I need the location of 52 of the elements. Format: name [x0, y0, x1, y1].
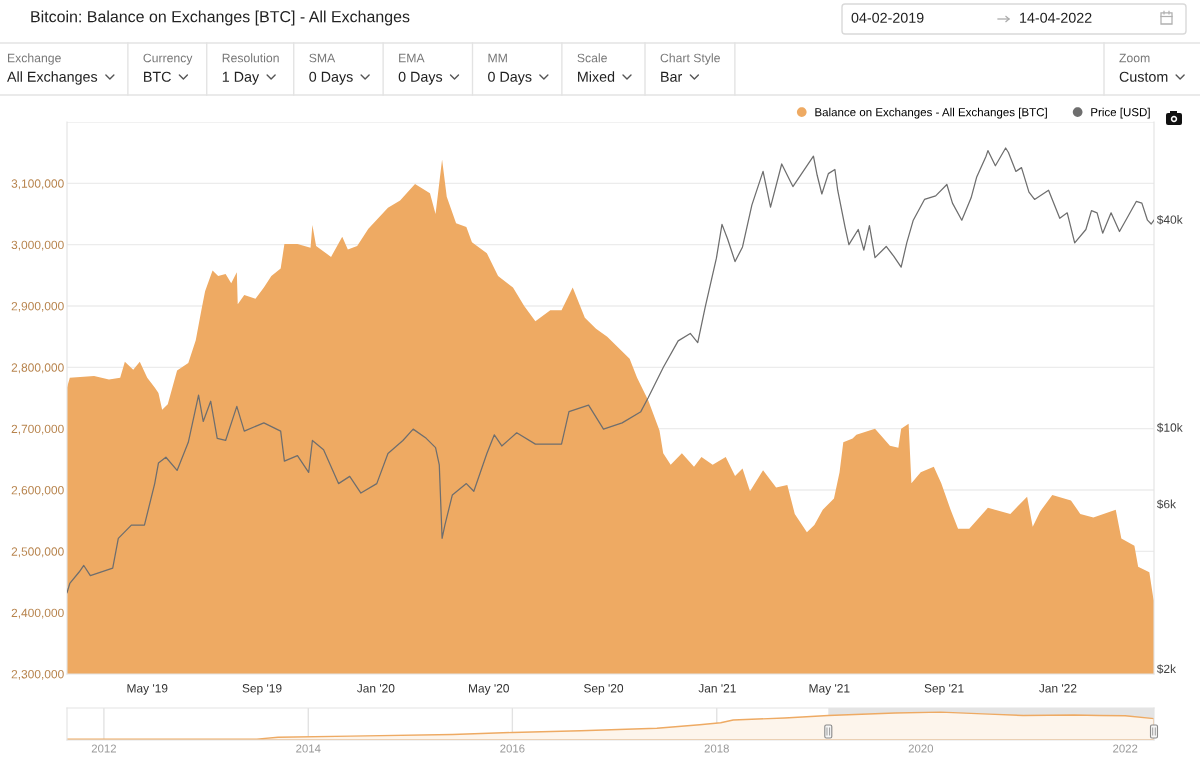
text: Bar	[661, 71, 683, 82]
text: Chart Style	[660, 53, 720, 65]
x-tick-label: Sep '21	[924, 684, 964, 695]
y2-tick-label: $6k	[1156, 499, 1177, 510]
x-tick-label: Jan '20	[356, 684, 395, 693]
text: Mixed	[578, 71, 615, 82]
text: 04-02-2019	[851, 12, 924, 23]
x-tick-label: 2020	[908, 744, 934, 753]
y-tick-label: 2,700,000	[11, 424, 64, 435]
text: Scale	[577, 53, 607, 63]
x-tick-label: 2018	[704, 744, 729, 753]
x-tick-label: May '21	[809, 684, 850, 695]
text: MM	[488, 53, 507, 63]
text: 1 Day	[222, 71, 260, 85]
y-tick-label: 2,900,000	[11, 301, 64, 312]
text: Zoom	[1119, 53, 1150, 63]
text: BTC	[144, 71, 171, 82]
x-tick-label: 2012	[91, 744, 116, 753]
y2-tick-label: $40k	[1156, 214, 1183, 225]
x-tick-label: May '20	[468, 684, 509, 695]
text: Custom	[1119, 71, 1168, 82]
x-tick-label: 2014	[296, 744, 321, 753]
x-tick-label: 2016	[500, 744, 525, 753]
x-tick-label: May '19	[127, 684, 168, 695]
x-tick-label: Jan '21	[698, 684, 736, 693]
x-tick-label: Sep '19	[242, 684, 282, 695]
y-tick-label: 2,500,000	[11, 547, 64, 558]
y-tick-label: 3,000,000	[11, 240, 64, 251]
text: All Exchanges	[7, 71, 98, 85]
legend-label: Balance on Exchanges - All Exchanges [BTC]	[815, 107, 1047, 119]
text: SMA	[309, 53, 336, 63]
text: EMA	[399, 53, 425, 63]
y2-tick-label: $10k	[1156, 422, 1183, 433]
text: Resolution	[222, 53, 279, 63]
y-tick-label: 3,100,000	[11, 179, 64, 190]
text: 14-04-2022	[1020, 12, 1092, 23]
y-tick-label: 2,600,000	[11, 485, 64, 496]
x-tick-label: Jan '22	[1039, 684, 1077, 693]
y-tick-label: 2,800,000	[11, 363, 64, 374]
line-series	[67, 147, 1154, 594]
x-tick-label: Sep '20	[583, 684, 624, 695]
text: 0 Days	[398, 71, 443, 85]
text: Exchange	[8, 53, 61, 65]
chart-title: Bitcoin: Balance on Exchanges [BTC] - All Exchanges	[31, 10, 410, 26]
y-tick-label: 2,300,000	[11, 669, 64, 680]
text: 0 Days	[309, 71, 353, 85]
y2-tick-label: $2k	[1156, 664, 1177, 674]
legend-label: Price [USD]	[1091, 107, 1150, 119]
x-tick-label: 2022	[1113, 744, 1138, 753]
text: 0 Days	[488, 71, 532, 85]
text: Currency	[143, 53, 193, 65]
y-tick-label: 2,400,000	[11, 608, 64, 619]
